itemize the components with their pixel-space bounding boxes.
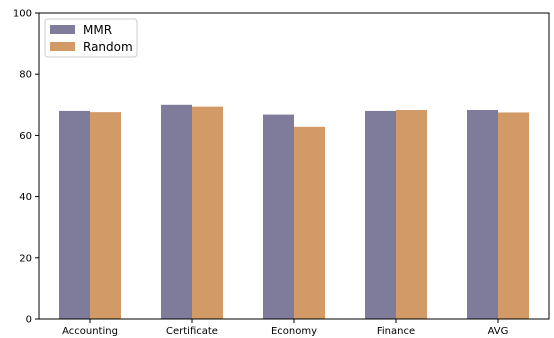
legend-swatch-random [50,42,75,51]
bar-random-accounting [90,112,121,319]
x-axis: Accounting Certificate Economy Finance AVG [62,319,508,337]
y-tick-label: 100 [13,9,32,20]
x-tick-label: Accounting [62,326,118,337]
y-tick-label: 40 [19,192,32,203]
bars-layer [59,104,529,319]
x-tick-label: Certificate [166,326,218,337]
x-tick-label: AVG [488,326,509,337]
bar-random-finance [396,110,427,319]
y-tick-label: 60 [19,131,32,142]
bar-random-avg [498,112,529,319]
y-tick-label: 80 [19,70,32,81]
bar-mmr-economy [263,114,294,319]
y-tick-label: 20 [19,253,32,264]
bar-mmr-accounting [59,110,90,319]
y-axis: 0 20 40 60 80 100 [13,9,39,326]
legend: MMR Random [44,18,138,58]
bar-random-economy [294,126,325,319]
x-tick-label: Finance [377,326,415,337]
legend-label-random: Random [83,40,133,54]
bar-random-certificate [192,106,223,319]
legend-swatch-mmr [50,25,75,34]
y-tick-label: 0 [26,315,32,326]
bar-mmr-certificate [161,104,192,319]
bar-mmr-finance [365,110,396,319]
bar-mmr-avg [467,110,498,319]
legend-label-mmr: MMR [83,23,112,37]
x-tick-label: Economy [271,326,317,337]
